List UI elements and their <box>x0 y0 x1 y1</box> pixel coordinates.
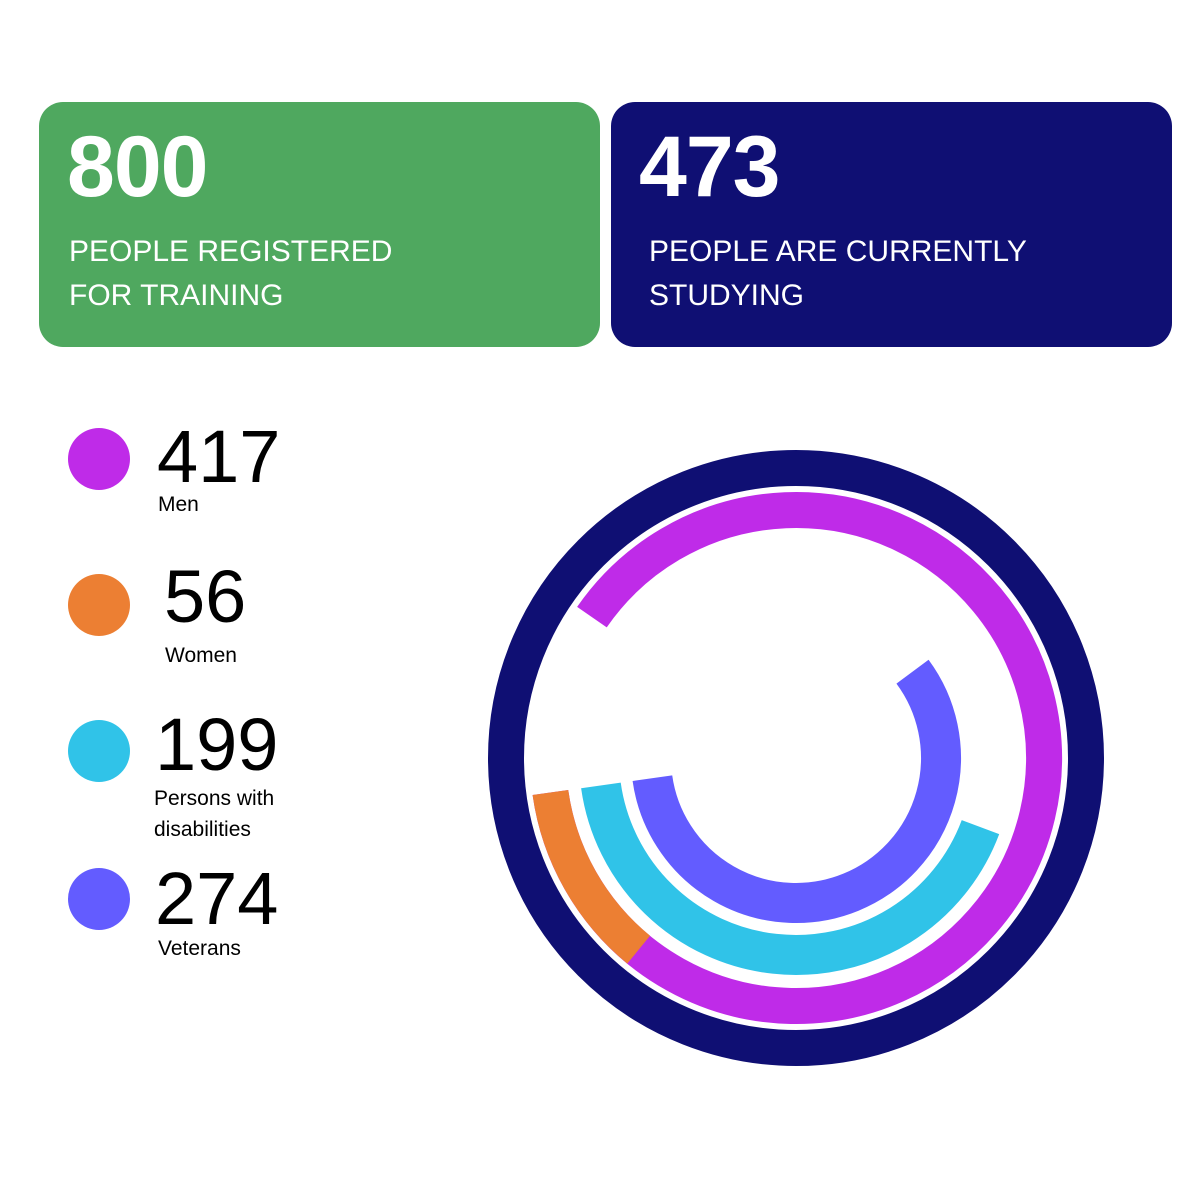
studying-label-line2: STUDYING <box>649 279 805 312</box>
legend-value-disabilities: 199 <box>155 703 279 786</box>
arc-men <box>532 492 1062 1025</box>
legend-label-men-line1: Men <box>158 493 199 516</box>
legend-label-men: Men <box>158 489 358 520</box>
studying-label-line1: PEOPLE ARE CURRENTLY <box>649 235 1027 268</box>
registered-label-line1: PEOPLE REGISTERED <box>69 235 393 268</box>
arc-disabilities <box>581 782 1000 975</box>
studying-card: 473 PEOPLE ARE CURRENTLY STUDYING <box>611 102 1172 347</box>
legend-dot-disabilities <box>68 720 130 782</box>
studying-label: PEOPLE ARE CURRENTLY STUDYING <box>649 230 1069 318</box>
legend-value-veterans: 274 <box>155 857 279 940</box>
legend-label-women-line1: Women <box>165 644 237 667</box>
registered-label-line2: FOR TRAINING <box>69 279 284 312</box>
arc-women <box>532 789 651 964</box>
registered-card: 800 PEOPLE REGISTERED FOR TRAINING <box>39 102 600 347</box>
legend-item-disabilities: 199 Persons with disabilities <box>0 708 420 862</box>
legend-label-disabilities-line1: Persons with <box>154 787 275 810</box>
legend-value-women: 56 <box>164 555 247 638</box>
registered-value: 800 <box>67 119 208 215</box>
outer-ring-total <box>488 450 1104 1066</box>
legend-label-disabilities-line2: disabilities <box>154 818 251 841</box>
legend-item-veterans: 274 Veterans <box>0 862 420 1016</box>
legend-item-men: 417 Men <box>0 420 420 570</box>
legend-item-women: 56 Women <box>0 560 420 716</box>
legend-label-veterans-line1: Veterans <box>158 937 241 960</box>
registered-label: PEOPLE REGISTERED FOR TRAINING <box>69 230 489 318</box>
legend-label-veterans: Veterans <box>158 933 358 964</box>
legend-value-men: 417 <box>157 415 281 498</box>
legend-label-women: Women <box>165 640 365 671</box>
legend-dot-veterans <box>68 868 130 930</box>
studying-value: 473 <box>639 119 780 215</box>
legend-label-disabilities: Persons with disabilities <box>154 783 354 845</box>
legend-dot-women <box>68 574 130 636</box>
legend-dot-men <box>68 428 130 490</box>
arc-veterans <box>632 659 961 923</box>
